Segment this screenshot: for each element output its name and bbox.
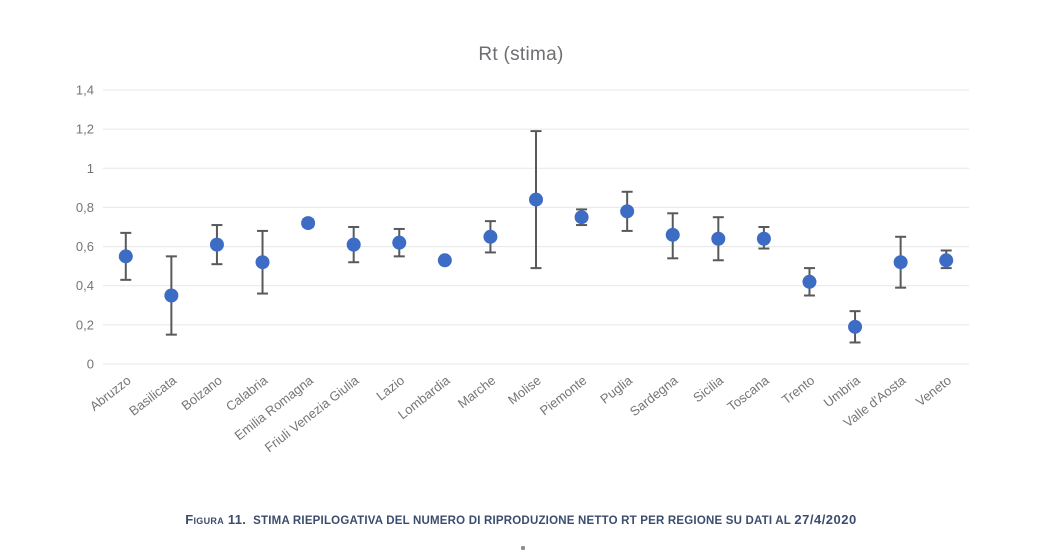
x-axis-tick-label: Lazio [373,373,407,404]
y-axis-tick-label: 0,6 [76,239,94,254]
chart-title: Rt (stima) [478,44,564,65]
data-point [711,231,726,246]
x-axis-tick-label: Veneto [913,373,954,410]
data-point [756,231,771,246]
y-axis-tick-label: 0 [87,357,94,372]
x-axis-tick-label: Toscana [724,372,772,414]
y-axis-tick-label: 0,8 [76,200,94,215]
figure-caption-label: Figura 11. [185,512,247,527]
x-axis-tick-label: Lombardia [395,372,453,422]
x-axis-tick-label: Basilicata [126,372,180,419]
x-axis-tick-label: Marche [455,373,498,412]
data-point [301,216,316,231]
data-point [346,237,361,252]
data-point [392,235,407,250]
x-axis-tick-label: Sicilia [690,372,727,405]
y-axis-tick-label: 1 [87,161,94,176]
data-point [118,249,133,264]
figure-caption-date: 27/4/2020 [794,512,857,527]
data-point [893,255,908,270]
figure-caption-text: Stima riepilogativa del numero di riprod… [253,515,791,527]
data-point [529,192,543,207]
x-axis-tick-label: Trento [779,373,817,408]
y-axis-tick-label: 1,2 [76,122,94,137]
data-point [255,255,270,270]
data-point [939,253,954,268]
x-axis-tick-label: Piemonte [537,373,590,419]
data-point [665,227,680,242]
data-point [848,319,863,334]
data-point [574,210,589,225]
y-axis-tick-label: 1,4 [76,83,94,98]
figure-caption: Figura 11. Stima riepilogativa del numero… [0,511,1042,530]
data-point [620,204,635,219]
page-footer-dot [521,546,525,550]
x-axis-tick-label: Puglia [597,372,635,407]
y-axis-tick-label: 0,2 [76,317,94,332]
y-axis-tick-label: 0,4 [76,278,94,293]
data-point [483,229,498,244]
x-axis-tick-label: Bolzano [179,373,225,414]
data-point [437,253,452,268]
data-point [209,237,224,252]
data-point [164,288,179,303]
x-axis-tick-label: Molise [505,373,544,408]
x-axis-tick-label: Sardegna [627,372,681,419]
data-point [802,274,817,289]
